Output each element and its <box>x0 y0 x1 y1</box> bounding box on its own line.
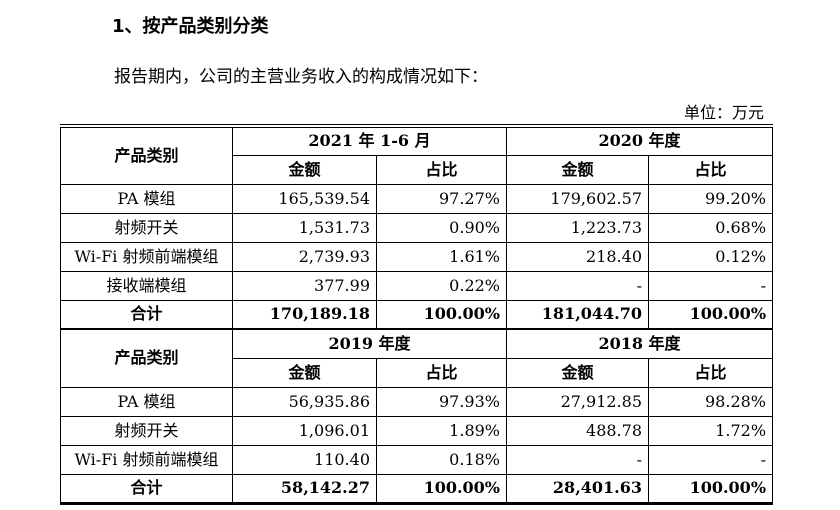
amount-header: 金额 <box>232 357 377 388</box>
ratio-cell: 97.27% <box>376 183 507 214</box>
ratio-cell: - <box>647 270 774 301</box>
total-row: 合计 170,189.18 100.00% 181,044.70 100.00% <box>60 299 774 330</box>
amount-cell: 110.40 <box>232 444 377 475</box>
table-row: 射频开关 1,096.01 1.89% 488.78 1.72% <box>60 415 774 446</box>
section-heading: 1、按产品类别分类 <box>112 16 269 37</box>
total-amount-cell: 181,044.70 <box>506 299 649 330</box>
ratio-cell: 0.18% <box>376 444 507 475</box>
total-ratio-cell: 100.00% <box>376 299 507 330</box>
ratio-cell: 97.93% <box>376 386 507 417</box>
ratio-cell: 1.61% <box>376 241 507 272</box>
intro-paragraph: 报告期内，公司的主营业务收入的构成情况如下： <box>114 67 488 87</box>
category-header: 产品类别 <box>60 124 233 185</box>
ratio-header: 占比 <box>647 154 774 185</box>
ratio-cell: 0.90% <box>376 212 507 243</box>
table-header-row: 产品类别 2019 年度 2018 年度 <box>60 328 774 388</box>
ratio-header: 占比 <box>647 357 774 388</box>
amount-cell: - <box>506 444 649 475</box>
amount-cell: 56,935.86 <box>232 386 377 417</box>
total-ratio-cell: 100.00% <box>647 299 774 330</box>
category-cell: PA 模组 <box>60 183 233 214</box>
period-header: 2020 年度 <box>505 124 774 156</box>
table-header-row: 产品类别 2021 年 1-6 月 2020 年度 <box>60 124 774 185</box>
ratio-cell: 1.89% <box>376 415 507 446</box>
amount-header: 金额 <box>506 357 649 388</box>
total-row: 合计 58,142.27 100.00% 28,401.63 100.00% <box>60 473 774 505</box>
total-ratio-cell: 100.00% <box>647 473 774 505</box>
ratio-cell: 0.22% <box>376 270 507 301</box>
ratio-header: 占比 <box>376 357 507 388</box>
amount-cell: 1,223.73 <box>506 212 649 243</box>
table-row: PA 模组 165,539.54 97.27% 179,602.57 99.20… <box>60 183 774 214</box>
ratio-cell: 0.12% <box>647 241 774 272</box>
total-ratio-cell: 100.00% <box>376 473 507 505</box>
total-amount-cell: 170,189.18 <box>232 299 377 330</box>
revenue-table: 产品类别 2021 年 1-6 月 2020 年度 金额 占比 金额 占比 PA… <box>60 124 774 505</box>
period-header: 2021 年 1-6 月 <box>232 124 507 156</box>
total-amount-cell: 58,142.27 <box>232 473 377 505</box>
ratio-header: 占比 <box>376 154 507 185</box>
ratio-cell: - <box>647 444 774 475</box>
total-amount-cell: 28,401.63 <box>506 473 649 505</box>
amount-cell: 218.40 <box>506 241 649 272</box>
amount-cell: 488.78 <box>506 415 649 446</box>
table-row: 射频开关 1,531.73 0.90% 1,223.73 0.68% <box>60 212 774 243</box>
ratio-cell: 99.20% <box>647 183 774 214</box>
ratio-cell: 0.68% <box>647 212 774 243</box>
amount-cell: 165,539.54 <box>232 183 377 214</box>
category-cell: Wi-Fi 射频前端模组 <box>60 444 233 475</box>
amount-cell: 179,602.57 <box>506 183 649 214</box>
total-label: 合计 <box>60 473 233 505</box>
amount-cell: 377.99 <box>232 270 377 301</box>
category-header: 产品类别 <box>60 328 233 388</box>
period-header: 2019 年度 <box>232 328 507 359</box>
unit-label: 单位：万元 <box>683 103 764 122</box>
category-cell: 射频开关 <box>60 212 233 243</box>
table-subheader-row: 金额 占比 金额 占比 <box>61 154 774 185</box>
category-cell: PA 模组 <box>60 386 233 417</box>
amount-cell: 27,912.85 <box>506 386 649 417</box>
ratio-cell: 1.72% <box>647 415 774 446</box>
table-row: Wi-Fi 射频前端模组 2,739.93 1.61% 218.40 0.12% <box>60 241 774 272</box>
ratio-cell: 98.28% <box>647 386 774 417</box>
amount-header: 金额 <box>506 154 649 185</box>
amount-header: 金额 <box>232 154 377 185</box>
table-subheader-row: 金额 占比 金额 占比 <box>61 357 774 388</box>
table-row: PA 模组 56,935.86 97.93% 27,912.85 98.28% <box>60 386 774 417</box>
category-cell: 接收端模组 <box>60 270 233 301</box>
amount-cell: 2,739.93 <box>232 241 377 272</box>
amount-cell: 1,096.01 <box>232 415 377 446</box>
period-header: 2018 年度 <box>505 328 774 359</box>
table-row: 接收端模组 377.99 0.22% - - <box>60 270 774 301</box>
category-cell: Wi-Fi 射频前端模组 <box>60 241 233 272</box>
amount-cell: - <box>506 270 649 301</box>
amount-cell: 1,531.73 <box>232 212 377 243</box>
total-label: 合计 <box>60 299 233 330</box>
category-cell: 射频开关 <box>60 415 233 446</box>
table-row: Wi-Fi 射频前端模组 110.40 0.18% - - <box>60 444 774 475</box>
